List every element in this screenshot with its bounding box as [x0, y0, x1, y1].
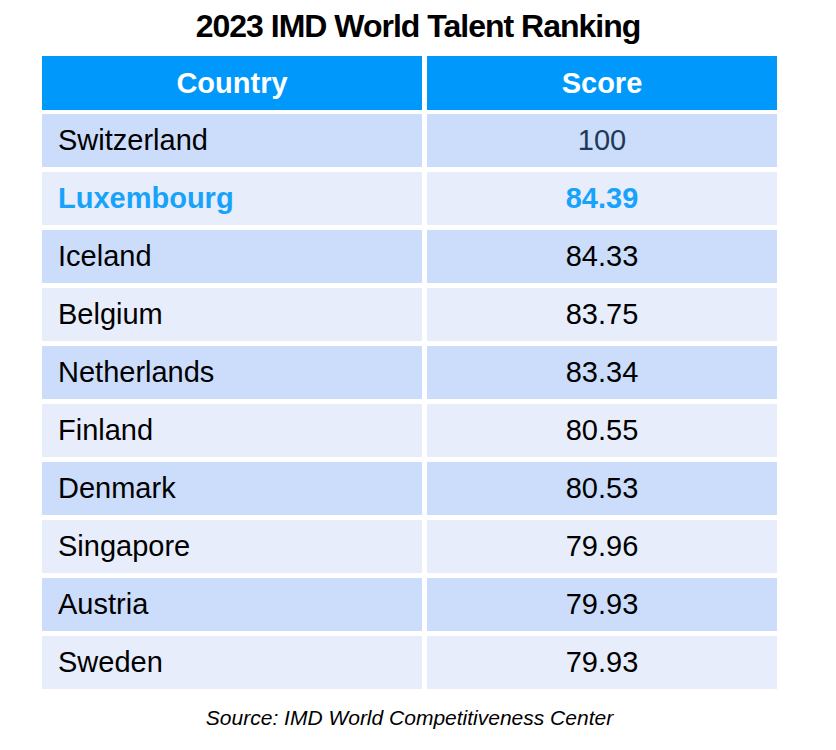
score-cell: 79.93 — [427, 578, 777, 631]
row-netherlands: Netherlands 83.34 — [42, 346, 777, 399]
table-header-row: Country Score — [42, 56, 777, 109]
country-cell: Switzerland — [42, 114, 422, 167]
country-cell: Singapore — [42, 520, 422, 573]
country-cell: Iceland — [42, 230, 422, 283]
score-cell: 83.75 — [427, 288, 777, 341]
row-finland: Finland 80.55 — [42, 404, 777, 457]
row-singapore: Singapore 79.96 — [42, 520, 777, 573]
score-cell: 100 — [427, 114, 777, 167]
country-cell: Finland — [42, 404, 422, 457]
row-luxembourg-highlighted: Luxembourg 84.39 — [42, 172, 777, 225]
score-cell: 80.53 — [427, 462, 777, 515]
country-cell: Austria — [42, 578, 422, 631]
score-cell: 84.33 — [427, 230, 777, 283]
slide-canvas: 2023 IMD World Talent Ranking Country Sc… — [0, 0, 836, 750]
row-iceland: Iceland 84.33 — [42, 230, 777, 283]
country-cell: Netherlands — [42, 346, 422, 399]
score-cell: 79.96 — [427, 520, 777, 573]
country-column-header: Country — [42, 56, 422, 110]
chart-title: 2023 IMD World Talent Ranking — [0, 8, 836, 45]
score-cell: 79.93 — [427, 636, 777, 689]
row-switzerland: Switzerland 100 — [42, 114, 777, 167]
ranking-table: Country Score Switzerland 100 Luxembourg… — [42, 56, 777, 689]
row-denmark: Denmark 80.53 — [42, 462, 777, 515]
row-belgium: Belgium 83.75 — [42, 288, 777, 341]
country-cell: Sweden — [42, 636, 422, 689]
country-cell: Belgium — [42, 288, 422, 341]
score-column-header: Score — [427, 56, 777, 110]
country-cell: Denmark — [42, 462, 422, 515]
country-cell: Luxembourg — [42, 172, 422, 225]
score-cell: 84.39 — [427, 172, 777, 225]
source-caption: Source: IMD World Competitiveness Center — [42, 706, 777, 730]
row-sweden: Sweden 79.93 — [42, 636, 777, 689]
score-cell: 83.34 — [427, 346, 777, 399]
score-cell: 80.55 — [427, 404, 777, 457]
row-austria: Austria 79.93 — [42, 578, 777, 631]
